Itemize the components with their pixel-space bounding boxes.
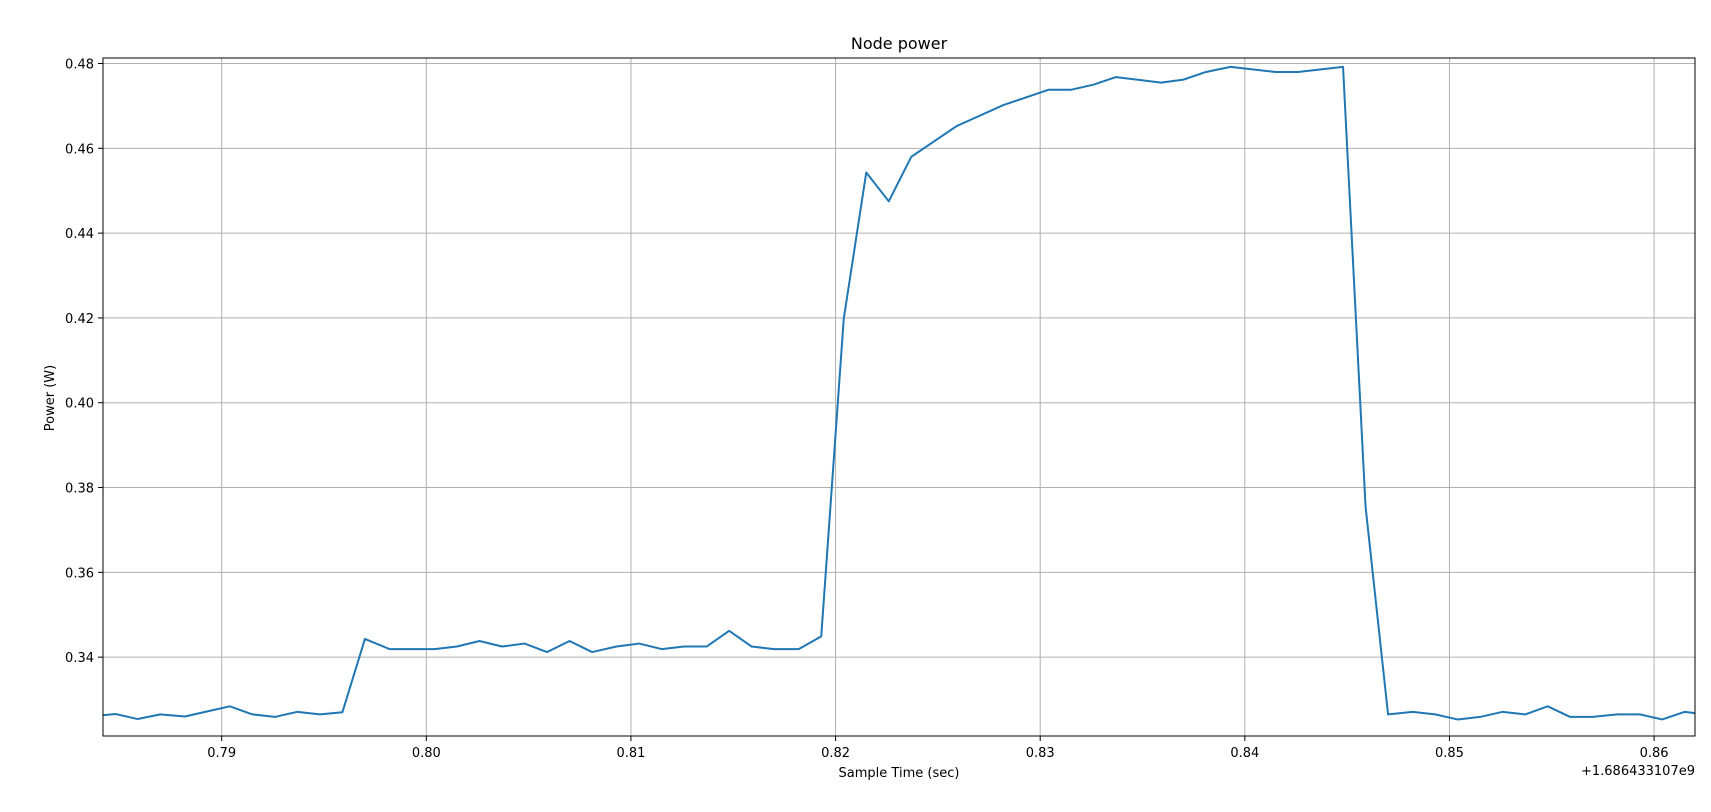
chart-title: Node power: [851, 34, 948, 53]
x-axis-label: Sample Time (sec): [839, 766, 960, 781]
y-gridlines: [103, 63, 1695, 658]
x-tick-label: 0.80: [412, 746, 441, 761]
y-tick-label: 0.46: [65, 142, 94, 157]
x-gridlines: [221, 58, 1655, 736]
x-axis-ticks: 0.79 0.80 0.81 0.82 0.83 0.84 0.85 0.86: [207, 736, 1669, 761]
x-axis-offset-label: +1.686433107e9: [1581, 764, 1695, 779]
y-tick-label: 0.34: [65, 651, 94, 666]
x-tick-label: 0.84: [1230, 746, 1259, 761]
y-axis-ticks: 0.34 0.36 0.38 0.40 0.42 0.44 0.46 0.48: [65, 58, 103, 666]
y-tick-label: 0.40: [65, 397, 94, 412]
x-tick-label: 0.86: [1640, 746, 1669, 761]
x-tick-label: 0.85: [1435, 746, 1464, 761]
y-tick-label: 0.44: [65, 227, 94, 242]
y-tick-label: 0.36: [65, 566, 94, 581]
x-tick-label: 0.81: [616, 746, 645, 761]
plot-area-background: [103, 58, 1695, 736]
x-tick-label: 0.83: [1026, 746, 1055, 761]
y-axis-label: Power (W): [43, 365, 58, 431]
y-tick-label: 0.38: [65, 482, 94, 497]
y-tick-label: 0.42: [65, 312, 94, 327]
y-tick-label: 0.48: [65, 58, 94, 73]
series-group: [102, 65, 1696, 721]
x-tick-label: 0.79: [207, 746, 236, 761]
x-tick-label: 0.82: [821, 746, 850, 761]
plot-area-frame: [102, 57, 1696, 737]
power-series-line: [102, 65, 1696, 721]
